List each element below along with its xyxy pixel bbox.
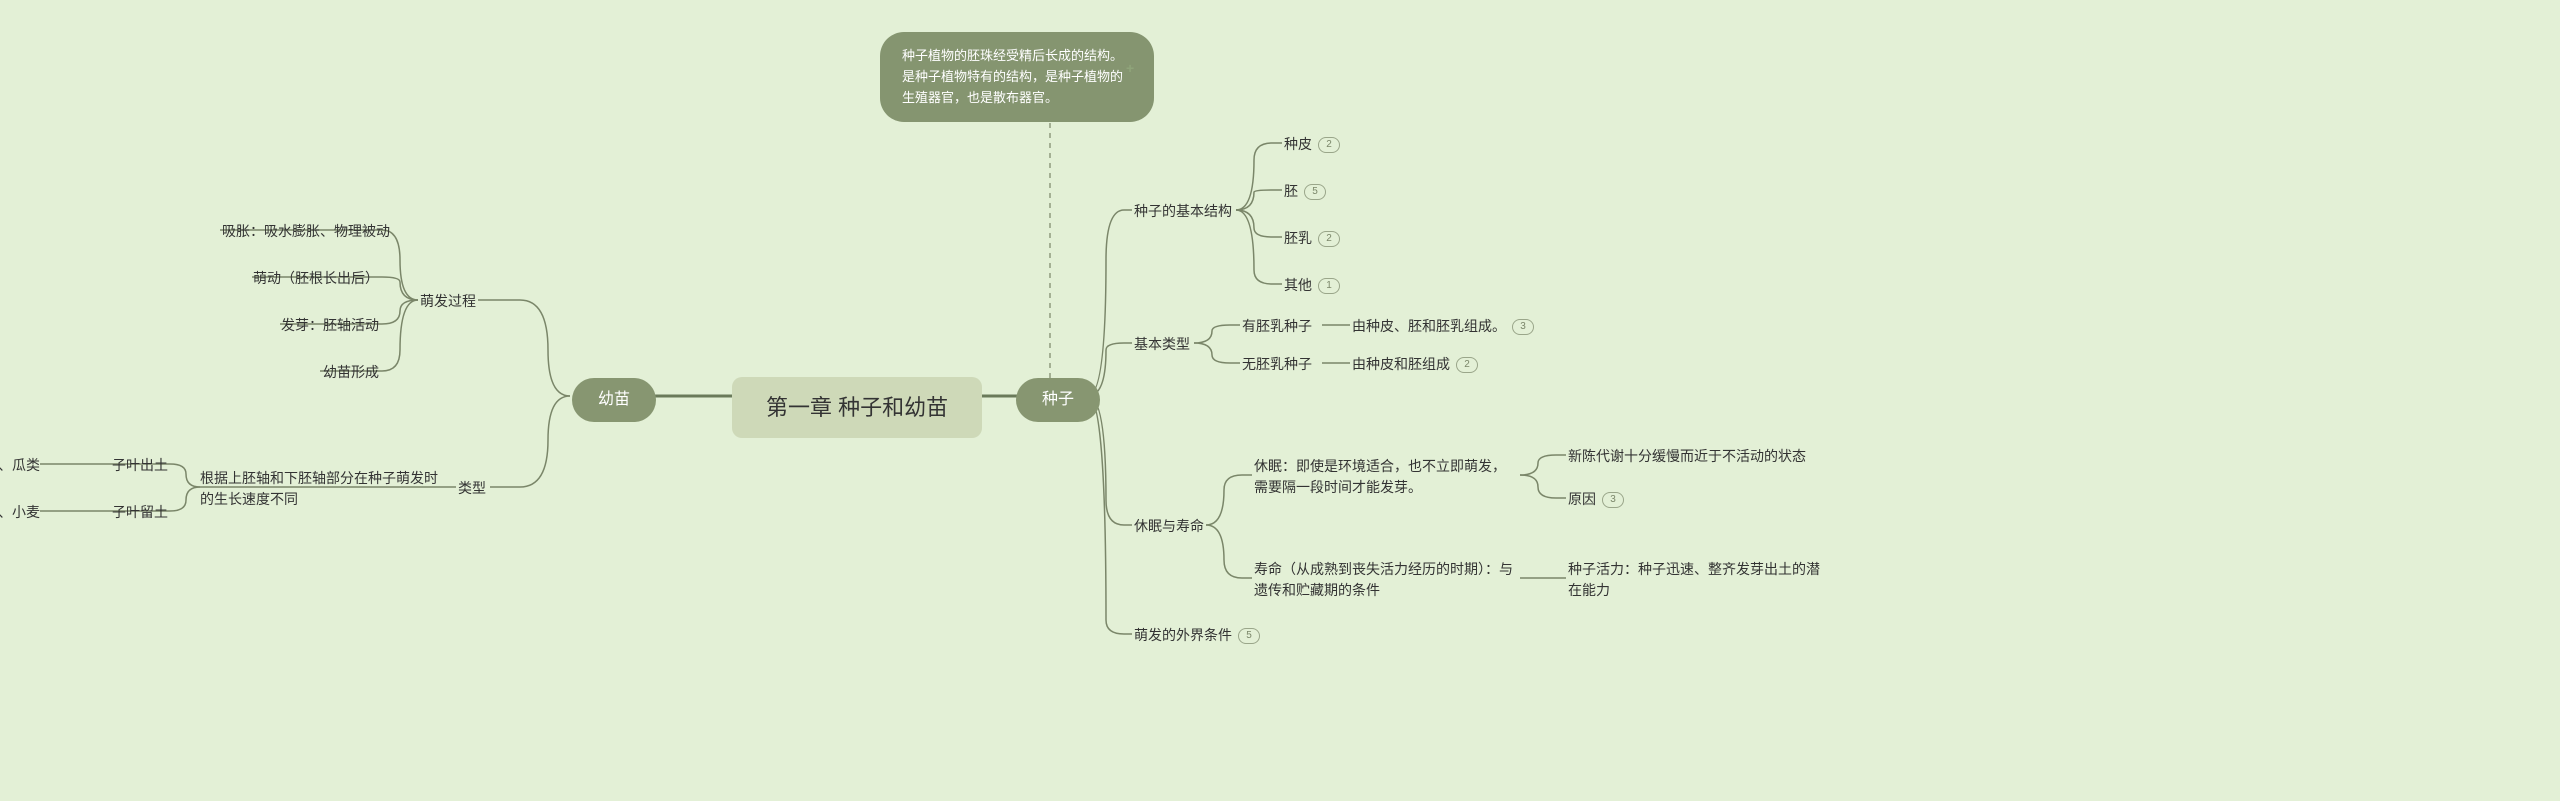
type-0-desc: 由种皮、胚和胚乳组成。3	[1352, 316, 1534, 337]
struct-2[interactable]: 胚乳2	[1284, 228, 1340, 249]
kinds-desc: 根据上胚轴和下胚轴部分在种子萌发时的生长速度不同	[200, 468, 448, 510]
external-node[interactable]: 萌发的外界条件5	[1134, 625, 1260, 646]
germ-item-1[interactable]: 萌动（胚根长出后）	[253, 268, 379, 289]
germination-node[interactable]: 萌发过程	[420, 291, 476, 312]
expand-icon[interactable]: +	[1126, 60, 1134, 76]
center-topic[interactable]: 第一章 种子和幼苗	[732, 377, 982, 438]
rest-node[interactable]: 休眠：即使是环境适合，也不立即萌发，需要隔一段时间才能发芽。	[1254, 456, 1518, 498]
rest-item-0: 新陈代谢十分缓慢而近于不活动的状态	[1568, 446, 1806, 467]
germ-item-3[interactable]: 幼苗形成	[323, 362, 379, 383]
type-1-desc: 由种皮和胚组成2	[1352, 354, 1478, 375]
kind-1-detail: 上胚轴>下胚轴，深播，蚕豆、柑橘、小麦	[0, 502, 40, 523]
life-node[interactable]: 寿命（从成熟到丧失活力经历的时期）：与遗传和贮藏期的条件	[1254, 559, 1518, 601]
struct-1[interactable]: 胚5	[1284, 181, 1326, 202]
germ-item-0[interactable]: 吸胀：吸水膨胀、物理被动	[222, 221, 390, 242]
type-0[interactable]: 有胚乳种子	[1242, 316, 1312, 337]
struct-0[interactable]: 种皮2	[1284, 134, 1340, 155]
kinds-node[interactable]: 类型	[458, 478, 486, 499]
kind-1[interactable]: 子叶留土	[112, 502, 168, 523]
germ-item-2[interactable]: 发芽：胚轴活动	[281, 315, 379, 336]
seed-node[interactable]: 种子	[1016, 378, 1100, 422]
seed-types[interactable]: 基本类型	[1134, 334, 1190, 355]
seed-note: 种子植物的胚珠经受精后长成的结构。是种子植物特有的结构，是种子植物的生殖器官，也…	[880, 32, 1154, 122]
life-detail: 种子活力：种子迅速、整齐发芽出土的潜在能力	[1568, 559, 1832, 601]
seedling-node[interactable]: 幼苗	[572, 378, 656, 422]
kind-0[interactable]: 子叶出土	[112, 455, 168, 476]
rest-item-1[interactable]: 原因3	[1568, 489, 1624, 510]
type-1[interactable]: 无胚乳种子	[1242, 354, 1312, 375]
dormancy-node[interactable]: 休眠与寿命	[1134, 516, 1204, 537]
kind-0-detail: 下胚轴>上胚轴，浅播，大豆、花生、瓜类	[0, 455, 40, 476]
seed-structure[interactable]: 种子的基本结构	[1134, 201, 1232, 222]
struct-3[interactable]: 其他1	[1284, 275, 1340, 296]
